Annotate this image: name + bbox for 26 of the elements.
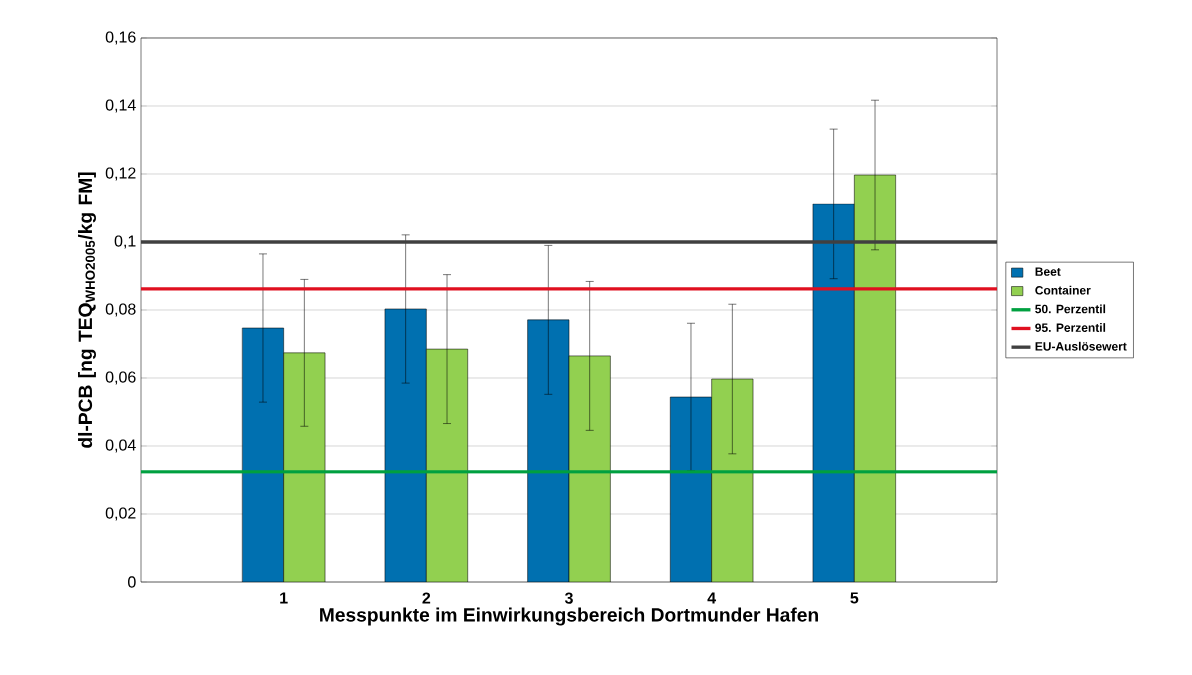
y-tick-label: 0,06 [105,371,136,385]
x-tick-label: 2 [422,592,431,604]
legend-label: EU-Auslösewert [1035,341,1127,351]
x-tick-label: 4 [707,592,717,604]
y-tick-label: 0,14 [105,99,136,113]
x-tick-label: 3 [564,592,573,604]
y-tick-label: 0,16 [105,31,136,45]
y-tick-label: 0,04 [105,439,136,453]
legend-label: 95. Perzentil [1035,323,1106,332]
x-axis-title: Messpunkte im Einwirkungsbereich Dortmunder Hafen [320,607,818,626]
bar [812,203,855,582]
bar [242,327,284,582]
legend-label: 50. Perzentil [1035,304,1106,314]
bar [527,319,570,582]
x-tick-label: 5 [850,592,859,604]
legend-label: Beet [1035,267,1061,276]
x-tick-label: 1 [280,592,288,604]
y-tick-label: 0 [128,576,136,588]
bar [384,308,427,582]
y-tick-label: 0,08 [105,303,136,317]
y-tick-label: 0,02 [105,507,136,521]
legend-label: Container [1035,285,1091,295]
bar [670,396,712,582]
y-tick-label: 0,1 [114,235,136,249]
y-axis-title: dl-PCB [ng TEQ$_{WHO2005}$/kg FM] [78,172,96,448]
y-tick-label: 0,12 [105,167,136,181]
